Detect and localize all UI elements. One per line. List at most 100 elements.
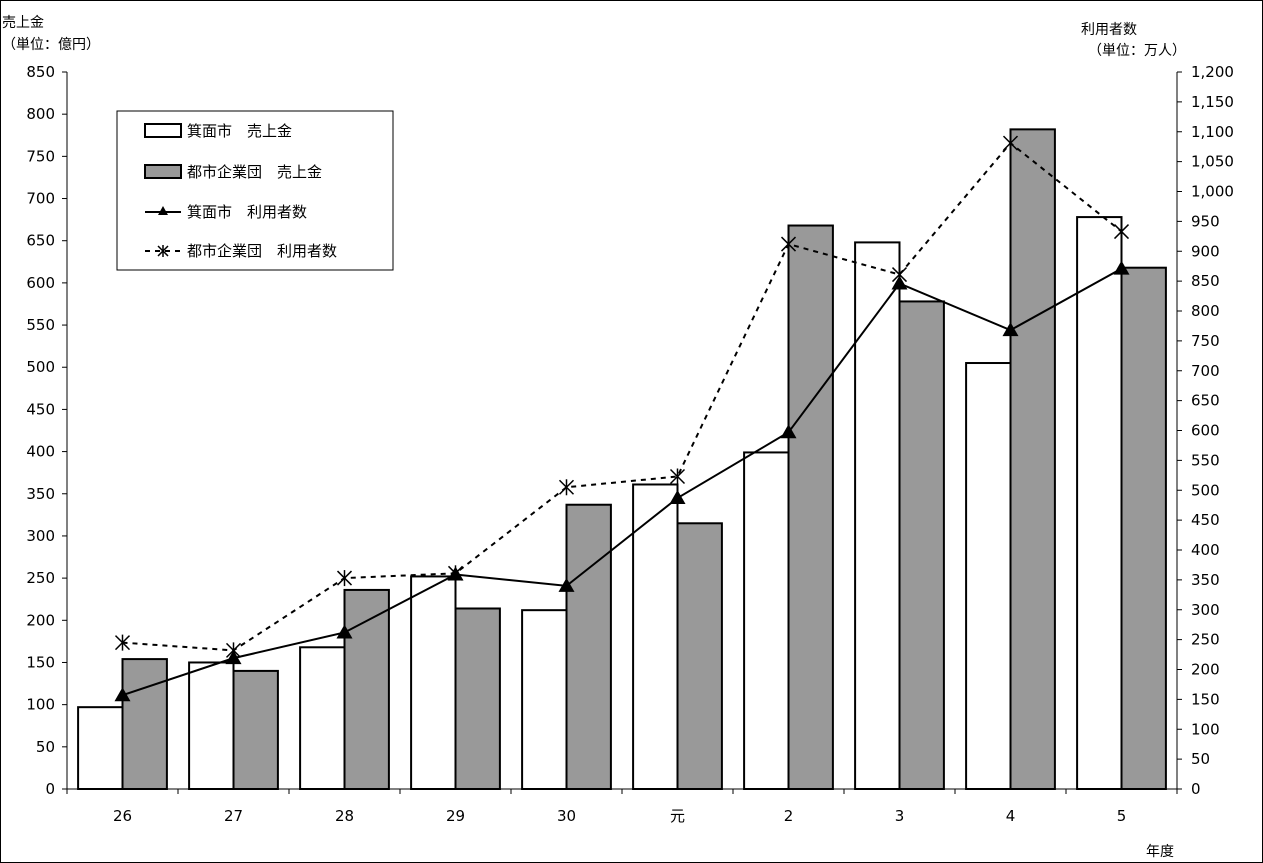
bar-minoh-sales — [410, 575, 457, 791]
x-tick-label: 2 — [784, 807, 794, 825]
point-city-users — [114, 634, 131, 651]
right-tick-label: 750 — [1191, 332, 1220, 350]
bar-city-sales — [676, 522, 723, 790]
left-axis-title-line2: （単位：億円） — [2, 37, 100, 53]
point-minoh-users — [336, 624, 353, 639]
bar-city-sales — [898, 300, 945, 790]
point-city-users — [558, 479, 575, 496]
x-tick-label: 5 — [1117, 807, 1127, 825]
point-minoh-users — [114, 687, 131, 702]
right-tick-label: 850 — [1191, 272, 1220, 290]
legend: 箕面市 売上金 都市企業団 売上金 箕面市 利用者数 都市企業団 利用者数 — [116, 110, 394, 271]
x-tick-label: 3 — [895, 807, 905, 825]
legend-swatch-minoh-sales — [144, 123, 182, 138]
x-tick-label: 29 — [446, 807, 465, 825]
right-axis-title-line1: 利用者数 — [1081, 22, 1137, 38]
legend-swatch-city-sales — [144, 164, 182, 179]
left-axis-ticks: 0 50 100 150 200 250 300 350 400 450 500 550 600 650 7… — [26, 63, 67, 798]
bar-minoh-sales — [965, 362, 1012, 790]
right-tick-label: 500 — [1191, 481, 1220, 499]
left-tick-label: 700 — [26, 190, 55, 208]
left-tick-label: 450 — [26, 400, 55, 418]
point-city-users — [225, 642, 242, 659]
left-tick-label: 750 — [26, 147, 55, 165]
right-tick-label: 550 — [1191, 451, 1220, 469]
line-city-users — [122, 141, 1123, 652]
right-tick-label: 600 — [1191, 422, 1220, 440]
right-tick-label: 450 — [1191, 511, 1220, 529]
left-tick-label: 50 — [36, 738, 55, 756]
point-minoh-users — [780, 424, 797, 439]
legend-label-minoh-users: 箕面市 利用者数 — [187, 203, 307, 221]
left-tick-label: 500 — [26, 358, 55, 376]
x-tick-label: 30 — [557, 807, 576, 825]
line-minoh-users — [122, 267, 1122, 697]
x-axis-title: 年度 — [1146, 844, 1174, 860]
left-tick-label: 650 — [26, 232, 55, 250]
point-city-users — [780, 236, 797, 253]
bar-city-sales — [343, 588, 390, 790]
bar-city-sales — [565, 503, 612, 790]
left-tick-label: 150 — [26, 653, 55, 671]
bar-city-sales — [1009, 128, 1056, 791]
left-axis-title-line1: 売上金 — [2, 15, 44, 31]
point-minoh-users — [669, 490, 686, 505]
left-tick-label: 0 — [45, 780, 55, 798]
right-tick-label: 950 — [1191, 212, 1220, 230]
right-tick-label: 800 — [1191, 302, 1220, 320]
left-tick-label: 350 — [26, 485, 55, 503]
right-tick-label: 900 — [1191, 242, 1220, 260]
right-tick-label: 1,200 — [1191, 63, 1234, 81]
left-tick-label: 250 — [26, 569, 55, 587]
bar-minoh-sales — [743, 451, 790, 790]
left-tick-label: 550 — [26, 316, 55, 334]
right-tick-label: 150 — [1191, 690, 1220, 708]
point-city-users — [669, 468, 686, 485]
point-city-users — [1002, 135, 1019, 152]
right-tick-label: 1,100 — [1191, 123, 1234, 141]
left-tick-label: 400 — [26, 443, 55, 461]
x-tick-label: 26 — [113, 807, 132, 825]
right-tick-label: 1,000 — [1191, 183, 1234, 201]
bar-minoh-sales — [299, 646, 346, 790]
point-minoh-users — [1113, 260, 1130, 275]
point-city-users — [891, 266, 908, 283]
bar-city-sales — [1120, 266, 1167, 790]
legend-marker-asterisk — [157, 245, 169, 257]
x-tick-label: 28 — [335, 807, 354, 825]
left-tick-label: 300 — [26, 527, 55, 545]
point-city-users — [1113, 223, 1130, 240]
right-tick-label: 250 — [1191, 631, 1220, 649]
right-tick-label: 700 — [1191, 362, 1220, 380]
bar-city-sales — [454, 607, 501, 790]
right-tick-label: 0 — [1191, 780, 1201, 798]
right-tick-label: 650 — [1191, 392, 1220, 410]
right-tick-label: 1,050 — [1191, 153, 1234, 171]
right-axis-title-line2: （単位：万人） — [1088, 43, 1186, 59]
lines — [114, 135, 1130, 702]
right-tick-label: 100 — [1191, 720, 1220, 738]
bar-minoh-sales — [188, 661, 235, 790]
right-tick-label: 300 — [1191, 601, 1220, 619]
left-tick-label: 100 — [26, 696, 55, 714]
left-tick-label: 600 — [26, 274, 55, 292]
legend-label-minoh-sales: 箕面市 売上金 — [187, 122, 292, 140]
bar-city-sales — [787, 224, 834, 791]
x-axis-ticks: 26 27 28 29 30 元 2 3 4 5 — [66, 789, 1178, 825]
bar-minoh-sales — [77, 706, 124, 791]
bar-city-sales — [232, 669, 279, 790]
left-tick-label: 850 — [26, 63, 55, 81]
legend-marker-triangle — [158, 206, 168, 215]
point-city-users — [447, 565, 464, 582]
right-axis-ticks: 0 50 100 150 200 250 300 350 400 450 500 550 600 650 7… — [1177, 63, 1234, 798]
right-tick-label: 50 — [1191, 750, 1210, 768]
x-tick-label: 27 — [224, 807, 243, 825]
right-tick-label: 400 — [1191, 541, 1220, 559]
left-tick-label: 200 — [26, 611, 55, 629]
point-minoh-users — [558, 577, 575, 592]
bar-minoh-sales — [521, 609, 568, 790]
x-tick-label: 元 — [670, 807, 685, 825]
right-tick-label: 1,150 — [1191, 93, 1234, 111]
point-city-users — [336, 570, 353, 587]
